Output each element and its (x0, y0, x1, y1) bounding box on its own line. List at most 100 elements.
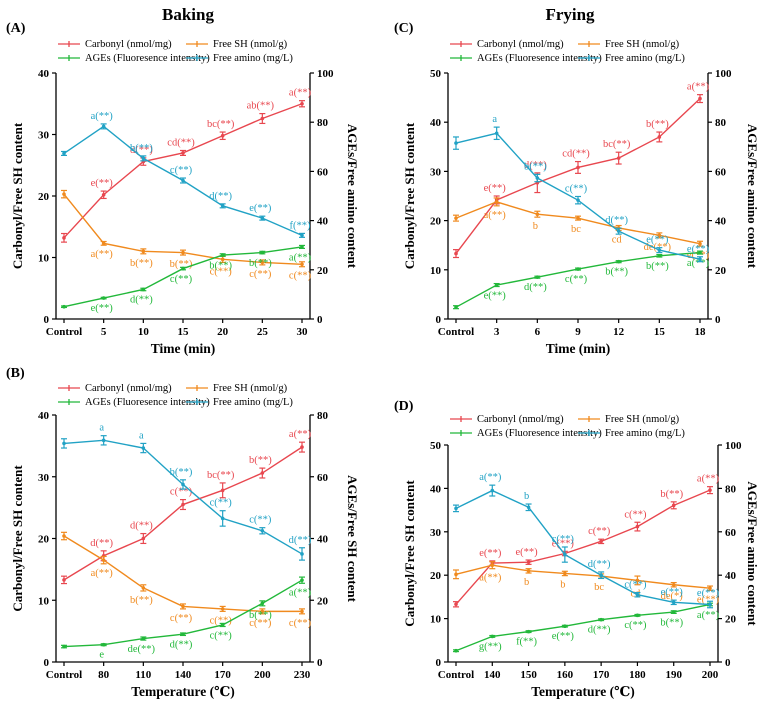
significance-label: bc (571, 224, 581, 235)
y-axis-title-left: Carbonyl/Free SH content (10, 122, 25, 269)
significance-label: a(**) (697, 474, 720, 485)
series-2: e(**)d(**)c(**)b(**)b(**)a(**) (61, 244, 312, 314)
y-tick-label-left: 0 (44, 314, 50, 326)
significance-label: d(**) (524, 160, 547, 171)
legend-label: Carbonyl (nmol/mg) (85, 39, 172, 50)
y-tick-label-right: 20 (725, 614, 737, 626)
significance-label: e(**) (91, 178, 114, 189)
data-point (671, 600, 676, 605)
chart-panel-1: (C)Carbonyl (nmol/mg) Free SH (nmol/g)AGE… (394, 21, 760, 356)
y-tick-label-left: 50 (430, 440, 442, 452)
data-point (454, 216, 458, 220)
significance-label: e(**) (661, 587, 684, 598)
legend-item: Free amino (mg/L) (186, 53, 293, 64)
y-tick-label-right: 80 (725, 483, 737, 495)
data-point (657, 253, 662, 258)
legend-label: Free amino (mg/L) (213, 397, 293, 408)
data-point (141, 156, 146, 161)
legend-label: Free SH (nmol/g) (605, 414, 680, 425)
significance-label: c(**) (170, 613, 193, 624)
significance-label: b (524, 491, 529, 502)
data-point (671, 582, 676, 587)
data-point (698, 257, 702, 262)
data-point (62, 578, 66, 582)
x-tick-label: 3 (494, 326, 500, 338)
series-3: a a b(**) c(**) c(**) d(**) (61, 423, 312, 561)
data-point (260, 528, 265, 533)
y-tick-label-left: 40 (38, 68, 50, 80)
x-tick-label: 230 (294, 669, 311, 681)
data-point (454, 648, 458, 653)
significance-label: d(**) (130, 521, 153, 532)
data-point (181, 151, 185, 155)
legend-item: Free amino (mg/L) (186, 397, 293, 408)
series-2: g(**) f(**) e(**) d(**) c(**) b(**) a(**) (453, 602, 720, 653)
significance-label: e(**) (687, 250, 710, 261)
x-tick-label: 140 (484, 669, 501, 681)
x-tick-label: Control (46, 326, 82, 338)
data-point (657, 233, 662, 238)
legend-item: Free SH (nmol/g) (186, 39, 288, 50)
x-tick-label: 20 (217, 326, 229, 338)
data-point (101, 124, 106, 129)
x-axis-title: Time (min) (151, 341, 216, 356)
significance-label: e(**) (552, 631, 575, 642)
y-tick-label-left: 40 (38, 410, 50, 422)
significance-label: a (139, 430, 144, 441)
significance-label: bc(**) (603, 139, 631, 150)
significance-label: b(**) (130, 258, 153, 269)
data-point (563, 571, 567, 576)
legend-label: Carbonyl (nmol/mg) (477, 414, 564, 425)
significance-label: d(**) (524, 282, 547, 293)
x-tick-label: 160 (557, 669, 574, 681)
significance-label: a(**) (91, 111, 114, 122)
significance-label: b(**) (209, 260, 232, 271)
significance-label: c(**) (249, 269, 272, 280)
legend-label: Carbonyl (nmol/mg) (85, 383, 172, 394)
data-point (563, 624, 567, 628)
data-point (62, 236, 66, 240)
data-point (300, 552, 304, 556)
x-tick-label: 15 (178, 326, 190, 338)
x-tick-label: Control (438, 669, 474, 681)
data-point (62, 441, 66, 446)
significance-label: b(**) (646, 119, 669, 130)
data-point (576, 267, 580, 271)
legend-item: Free SH (nmol/g) (186, 383, 288, 394)
significance-label: a(**) (91, 568, 114, 579)
y-tick-label-right: 60 (725, 527, 737, 539)
significance-label: d(**) (588, 559, 611, 570)
significance-label: a(**) (687, 258, 710, 269)
data-point (535, 176, 540, 180)
data-point (657, 248, 662, 252)
significance-label: b (560, 580, 565, 591)
x-tick-label: 180 (629, 669, 646, 681)
y-tick-label-right: 0 (317, 657, 323, 669)
y-axis-title-left: Carbonyl/Free SH content (402, 122, 417, 269)
significance-label: c(**) (210, 498, 233, 509)
significance-label: bc (594, 582, 604, 593)
significance-label: d(**) (130, 145, 153, 156)
series-line (455, 603, 711, 652)
y-tick-label-left: 0 (436, 314, 442, 326)
y-tick-label-right: 100 (725, 440, 742, 452)
data-point (454, 251, 458, 256)
data-point (526, 629, 531, 634)
series-3: a(**) b(**) c(**) d(**) e(**) f(**) (61, 111, 311, 238)
series-1: a(**)b(**) b(**)c(**) c(**) c(**) (61, 189, 312, 282)
significance-label: a(**) (687, 82, 710, 93)
significance-label: e(**) (552, 538, 575, 549)
y-axis-title-right: AGEs/Free amino content (345, 124, 360, 269)
legend-label: Free amino (mg/L) (605, 53, 685, 64)
significance-label: a (99, 423, 104, 434)
significance-label: d(**) (588, 625, 611, 636)
data-point (141, 636, 146, 641)
data-point (526, 560, 531, 564)
data-point (181, 482, 185, 487)
data-point (300, 262, 304, 267)
significance-label: d(**) (170, 639, 193, 650)
data-point (101, 438, 106, 443)
chart-panel-0: (A)Carbonyl (nmol/mg) Free SH (nmol/g)AGE… (6, 21, 360, 356)
significance-label: a(**) (484, 210, 507, 221)
significance-label: c(**) (170, 487, 193, 498)
